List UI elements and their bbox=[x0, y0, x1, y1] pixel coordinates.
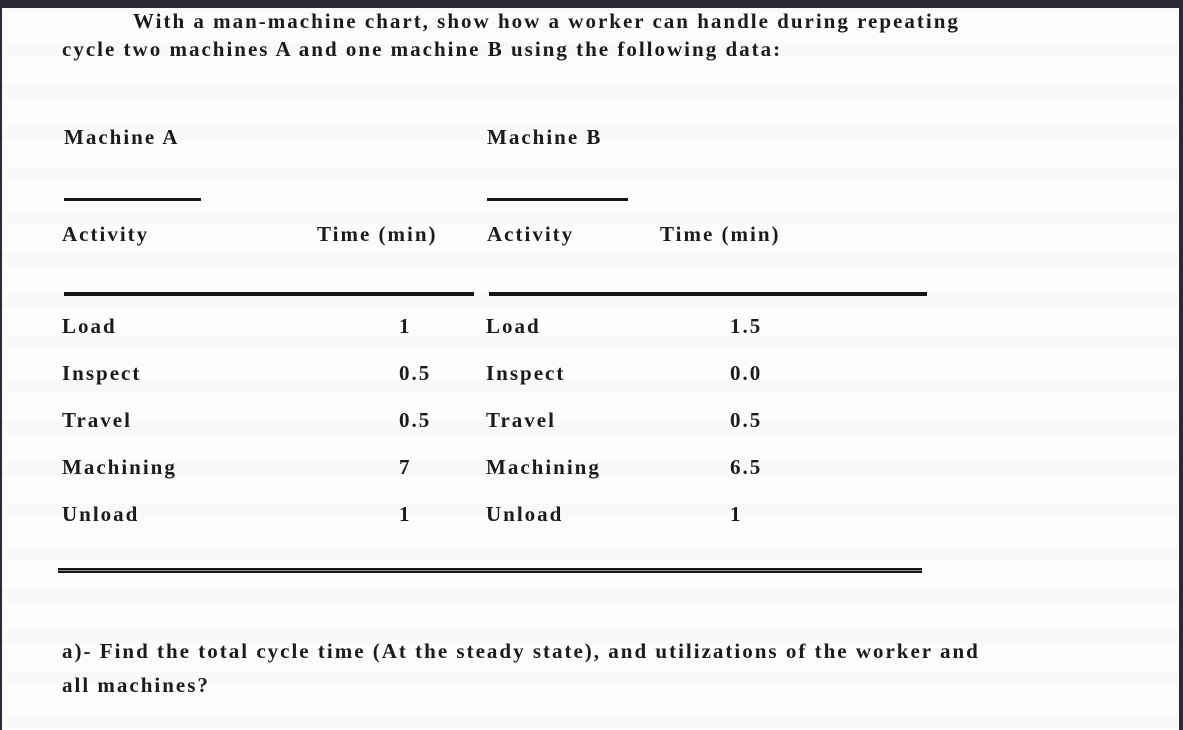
machine-a-row-time: 1 bbox=[399, 314, 412, 338]
machine-a-row-time: 0.5 bbox=[399, 361, 432, 385]
machine-b-title: Machine B bbox=[487, 125, 603, 149]
machine-b-row-activity: Unload bbox=[486, 502, 564, 526]
machine-b-row-activity: Load bbox=[486, 314, 541, 338]
machine-a-header-rule bbox=[64, 292, 474, 296]
machine-b-time-header: Time (min) bbox=[660, 222, 781, 246]
machine-a-activity-header: Activity bbox=[62, 222, 150, 246]
machine-a-row-activity: Load bbox=[62, 314, 117, 338]
machine-b-activity-header: Activity bbox=[487, 222, 575, 246]
machine-a-title-underline bbox=[64, 198, 201, 201]
machine-a-row-activity: Machining bbox=[62, 455, 177, 479]
machine-a-row-time: 0.5 bbox=[399, 408, 432, 432]
question-a-line-1: a)- Find the total cycle time (At the st… bbox=[62, 639, 980, 663]
machine-a-row-time: 1 bbox=[399, 502, 412, 526]
machine-b-row-time: 6.5 bbox=[730, 455, 763, 479]
machine-b-row-time: 0.5 bbox=[730, 408, 763, 432]
problem-statement-line-1: With a man-machine chart, show how a wor… bbox=[133, 9, 960, 33]
machine-b-row-activity: Inspect bbox=[486, 361, 566, 385]
page-left-border bbox=[0, 0, 2, 730]
machine-b-row-time: 1 bbox=[730, 502, 743, 526]
machine-b-row-time: 0.0 bbox=[730, 361, 763, 385]
machine-a-row-activity: Inspect bbox=[62, 361, 142, 385]
page-top-border bbox=[0, 0, 1183, 8]
machine-b-header-rule bbox=[489, 292, 927, 296]
problem-statement-line-2: cycle two machines A and one machine B u… bbox=[62, 37, 783, 61]
question-a-line-2: all machines? bbox=[62, 673, 210, 697]
machine-a-row-activity: Travel bbox=[62, 408, 132, 432]
machine-a-row-activity: Unload bbox=[62, 502, 140, 526]
machine-a-row-time: 7 bbox=[399, 455, 412, 479]
machine-b-row-time: 1.5 bbox=[730, 314, 763, 338]
machine-a-time-header: Time (min) bbox=[317, 222, 438, 246]
machine-b-title-underline bbox=[487, 198, 628, 201]
machine-b-row-activity: Travel bbox=[486, 408, 556, 432]
machine-b-row-activity: Machining bbox=[486, 455, 601, 479]
table-bottom-rule bbox=[58, 568, 922, 573]
page-right-border bbox=[1179, 0, 1183, 730]
machine-a-title: Machine A bbox=[64, 125, 180, 149]
